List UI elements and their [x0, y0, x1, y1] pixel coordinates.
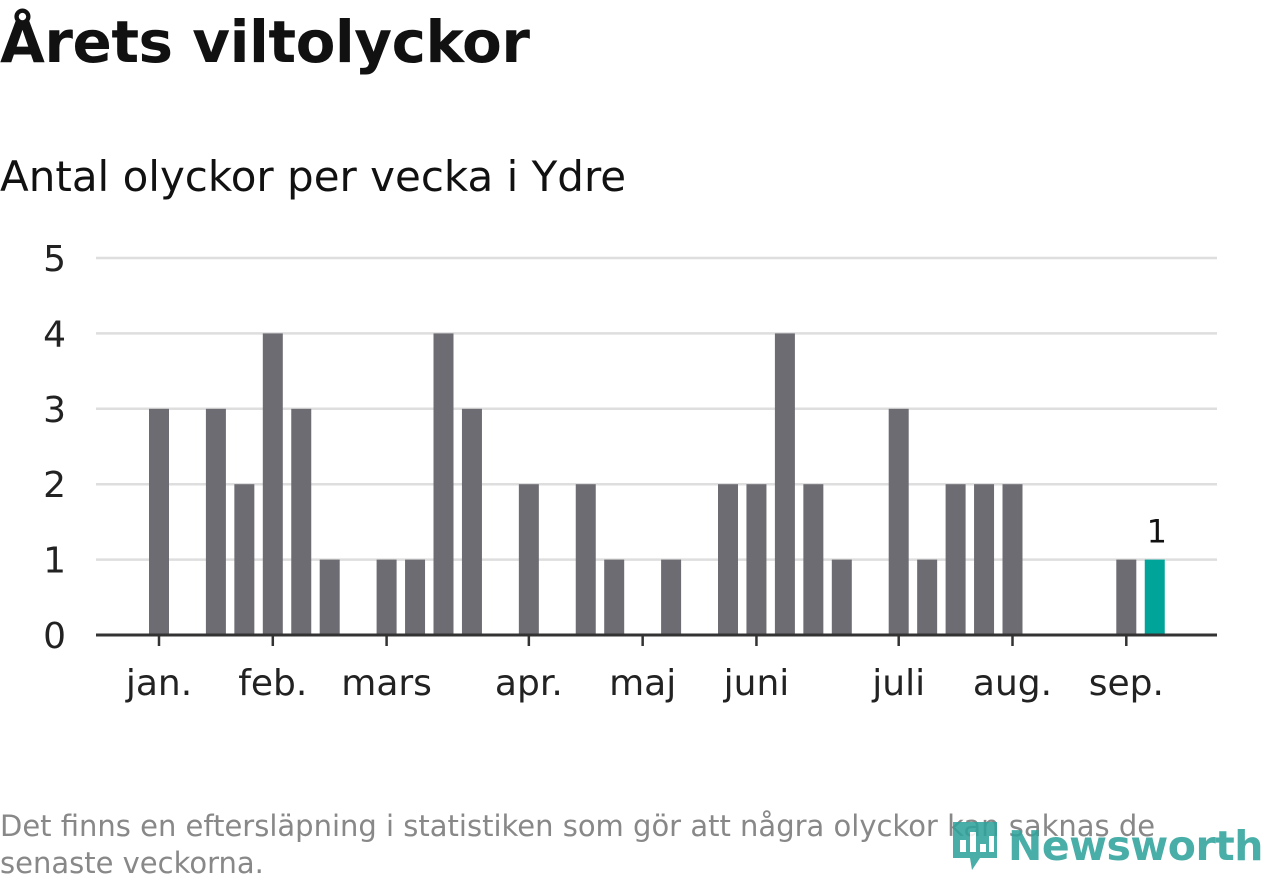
- bar-chart-speech-bubble-icon: [953, 822, 997, 870]
- bar: [234, 484, 255, 635]
- bar: [888, 408, 909, 635]
- bar: [262, 333, 283, 635]
- bar: [1144, 559, 1165, 635]
- chart-title: Årets viltolyckor: [0, 8, 530, 76]
- bar: [774, 333, 795, 635]
- gridlines: [96, 256, 1217, 561]
- x-tick-label: sep.: [1089, 663, 1164, 704]
- x-tick-label: feb.: [238, 663, 307, 704]
- chart-subtitle: Antal olyckor per vecka i Ydre: [0, 152, 627, 201]
- bar: [746, 484, 767, 635]
- bar: [291, 408, 312, 635]
- bar: [461, 408, 482, 635]
- bar: [376, 559, 397, 635]
- bar: [1002, 484, 1023, 635]
- data-label: 1: [1147, 513, 1167, 551]
- x-tick-label: aug.: [973, 663, 1052, 704]
- bar: [575, 484, 596, 635]
- x-axis-tick-labels: jan. feb. mars apr. maj juni juli aug. sep.: [125, 663, 1164, 704]
- data-labels: 1: [1147, 513, 1167, 551]
- bar: [803, 484, 824, 635]
- y-tick-label: 4: [43, 314, 66, 355]
- bar: [604, 559, 625, 635]
- bar: [1116, 559, 1137, 635]
- logo-text: Newsworthy: [1008, 822, 1262, 870]
- bar: [518, 484, 539, 635]
- bars: [149, 333, 1165, 635]
- y-tick-label: 2: [43, 465, 66, 506]
- bar: [945, 484, 966, 635]
- y-tick-label: 5: [43, 239, 66, 280]
- x-tick-label: juni: [723, 663, 790, 704]
- bar: [433, 333, 454, 635]
- y-tick-label: 1: [43, 541, 66, 582]
- x-axis: [96, 633, 1217, 646]
- x-tick-label: jan.: [125, 663, 192, 704]
- bar: [718, 484, 738, 635]
- bar: [405, 559, 426, 635]
- x-tick-label: apr.: [495, 663, 563, 704]
- bar: [831, 559, 852, 635]
- bar: [149, 408, 169, 635]
- bar: [917, 559, 938, 635]
- weekly-accidents-bar-chart: 0 1 2 3 4 5 jan. feb. mars apr. maj juni juli aug. se…: [43, 239, 1217, 704]
- x-tick-label: maj: [609, 663, 676, 704]
- y-tick-label: 3: [43, 390, 66, 431]
- bar: [319, 559, 340, 635]
- y-axis-tick-labels: 0 1 2 3 4 5: [43, 239, 66, 657]
- bar: [205, 408, 226, 635]
- newsworthy-logo: Newsworthy: [950, 818, 1262, 874]
- x-tick-label: juli: [871, 663, 925, 704]
- y-tick-label: 0: [43, 616, 66, 657]
- x-tick-label: mars: [341, 663, 432, 704]
- bar: [974, 484, 995, 635]
- bar: [661, 559, 682, 635]
